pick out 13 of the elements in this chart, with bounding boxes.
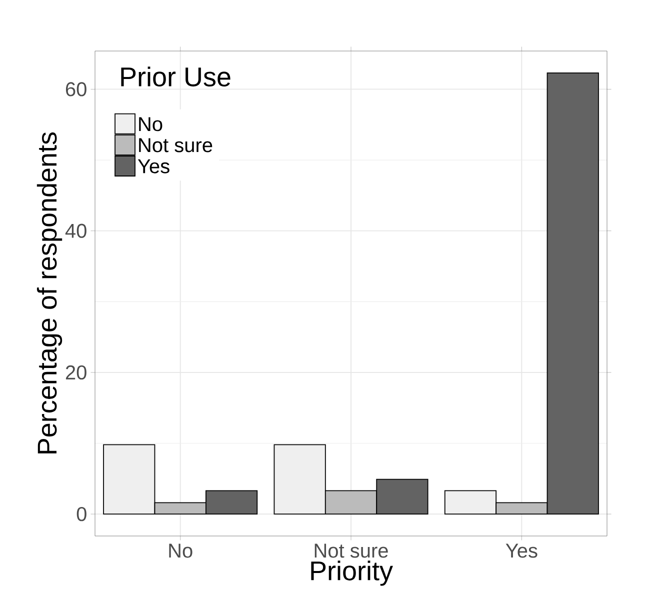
y-tick-label: 60 bbox=[66, 82, 86, 96]
x-tick-label: No bbox=[169, 544, 192, 558]
x-tick-label: Not sure bbox=[314, 544, 388, 558]
y-tick-label: 0 bbox=[76, 506, 86, 522]
x-tick-label: Yes bbox=[506, 544, 538, 558]
x-axis-title: Priority bbox=[311, 560, 393, 586]
y-tick-label: 20 bbox=[66, 365, 86, 380]
y-tick-label: 40 bbox=[65, 224, 86, 238]
legend-label: Not sure bbox=[139, 138, 212, 152]
y-axis-title: Percentage of respondents bbox=[36, 132, 62, 454]
legend-title: Prior Use bbox=[121, 66, 230, 86]
legend-label: No bbox=[139, 117, 162, 132]
legend-label: Yes bbox=[138, 159, 170, 174]
